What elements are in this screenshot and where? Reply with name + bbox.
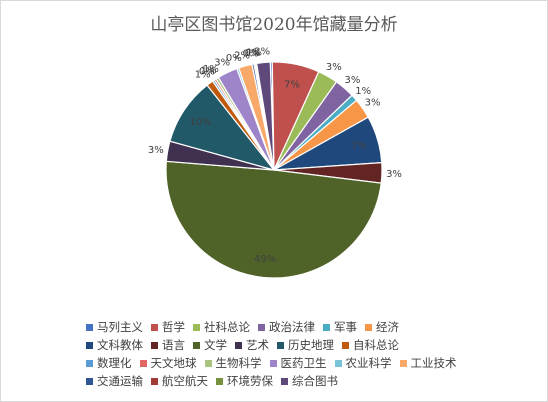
legend-item-交通运输: 交通运输 [86, 372, 143, 390]
legend-item-自科总论: 自科总论 [342, 336, 399, 354]
legend-label: 工业技术 [410, 356, 457, 370]
data-label-文学: 49% [254, 254, 276, 265]
legend-item-经济: 经济 [365, 318, 399, 336]
legend-label: 生物科学 [215, 356, 262, 370]
legend-label: 社科总论 [204, 320, 250, 334]
legend-swatch [399, 359, 407, 367]
legend-label: 经济 [376, 320, 399, 334]
data-label-航空航天: 0% [245, 48, 261, 59]
legend-label: 交通运输 [97, 374, 143, 388]
legend-swatch [281, 377, 288, 385]
legend-swatch [269, 359, 277, 367]
legend-label: 自科总论 [353, 338, 399, 352]
legend-label: 天文地球 [150, 356, 197, 370]
data-label-艺术: 3% [148, 145, 164, 156]
data-label-数理化: 0% [199, 67, 215, 78]
legend-swatch [151, 341, 158, 349]
legend-item-综合图书: 综合图书 [281, 372, 338, 390]
data-label-军事: 1% [355, 86, 371, 97]
legend-swatch [86, 377, 93, 385]
legend-item-马列主义: 马列主义 [86, 318, 143, 336]
legend-item-社科总论: 社科总论 [193, 318, 250, 336]
data-label-历史地理: 10% [189, 117, 211, 128]
legend: 马列主义 哲学 社科总论 政治法律 军事 经济文科教体 语言 文学 艺术 历史地理 自科总论数理化 天… [86, 318, 486, 390]
data-label-生物科学: 1% [203, 64, 219, 75]
legend-label: 哲学 [162, 320, 185, 334]
legend-row: 文科教体 语言 文学 艺术 历史地理 自科总论 [86, 336, 486, 354]
data-label-文科教体: 7% [351, 141, 367, 152]
data-label-交通运输: 0% [243, 48, 259, 59]
legend-swatch [342, 341, 349, 349]
legend-label: 综合图书 [292, 374, 338, 388]
legend-label: 军事 [334, 320, 357, 334]
legend-label: 政治法律 [269, 320, 315, 334]
legend-label: 环境劳保 [227, 374, 273, 388]
data-label-医药卫生: 3% [214, 58, 230, 69]
data-label-经济: 3% [365, 98, 381, 109]
legend-swatch [216, 377, 223, 385]
legend-row: 数理化 天文地球 生物科学 医药卫生 农业科学 工业技术 [86, 354, 486, 372]
pie-slice-文学 [165, 160, 382, 279]
legend-label: 数理化 [97, 356, 132, 370]
legend-item-数理化: 数理化 [86, 354, 132, 372]
legend-swatch [86, 323, 93, 331]
legend-swatch [258, 323, 265, 331]
legend-swatch [139, 359, 147, 367]
legend-label: 语言 [162, 338, 185, 352]
legend-swatch [204, 359, 212, 367]
legend-swatch [193, 341, 200, 349]
data-label-社科总论: 3% [326, 62, 342, 73]
legend-swatch [193, 323, 200, 331]
legend-swatch [151, 323, 158, 331]
legend-swatch [235, 341, 242, 349]
legend-row: 马列主义 哲学 社科总论 政治法律 军事 经济 [86, 318, 486, 336]
data-label-工业技术: 2% [234, 50, 250, 61]
legend-item-政治法律: 政治法律 [258, 318, 315, 336]
legend-item-天文地球: 天文地球 [139, 354, 197, 372]
legend-item-语言: 语言 [151, 336, 185, 354]
chart-title: 山亭区图书馆2020年馆藏量分析 [150, 15, 398, 35]
legend-item-军事: 军事 [323, 318, 357, 336]
data-label-天文地球: 1% [201, 65, 217, 76]
legend-swatch [86, 359, 93, 367]
data-label-自科总论: 1% [195, 70, 211, 81]
legend-item-哲学: 哲学 [151, 318, 185, 336]
legend-swatch [365, 323, 372, 331]
legend-swatch [323, 323, 330, 331]
data-label-哲学: 7% [284, 79, 300, 90]
data-label-环境劳保: 1% [246, 48, 262, 59]
legend-label: 历史地理 [288, 338, 334, 352]
legend-swatch [86, 341, 93, 349]
legend-swatch [151, 377, 158, 385]
legend-swatch [277, 341, 284, 349]
legend-label: 文学 [204, 338, 227, 352]
data-label-农业科学: 0% [226, 53, 242, 64]
legend-label: 农业科学 [345, 356, 392, 370]
legend-label: 文科教体 [97, 338, 143, 352]
legend-label: 马列主义 [97, 320, 143, 334]
legend-item-历史地理: 历史地理 [277, 336, 334, 354]
legend-item-文学: 文学 [193, 336, 227, 354]
legend-item-生物科学: 生物科学 [204, 354, 262, 372]
legend-label: 医药卫生 [280, 356, 327, 370]
legend-item-艺术: 艺术 [235, 336, 269, 354]
legend-item-环境劳保: 环境劳保 [216, 372, 273, 390]
legend-label: 艺术 [246, 338, 269, 352]
legend-item-医药卫生: 医药卫生 [269, 354, 327, 372]
legend-swatch [334, 359, 342, 367]
pie-slice-综合图书 [255, 61, 275, 171]
legend-label: 航空航天 [162, 374, 208, 388]
data-label-政治法律: 3% [344, 75, 360, 86]
legend-row: 交通运输 航空航天 环境劳保 综合图书 [86, 372, 486, 390]
legend-item-文科教体: 文科教体 [86, 336, 143, 354]
legend-item-工业技术: 工业技术 [399, 354, 457, 372]
data-label-综合图书: 2% [254, 47, 270, 58]
data-label-语言: 3% [386, 169, 402, 180]
legend-item-航空航天: 航空航天 [151, 372, 208, 390]
legend-item-农业科学: 农业科学 [334, 354, 392, 372]
